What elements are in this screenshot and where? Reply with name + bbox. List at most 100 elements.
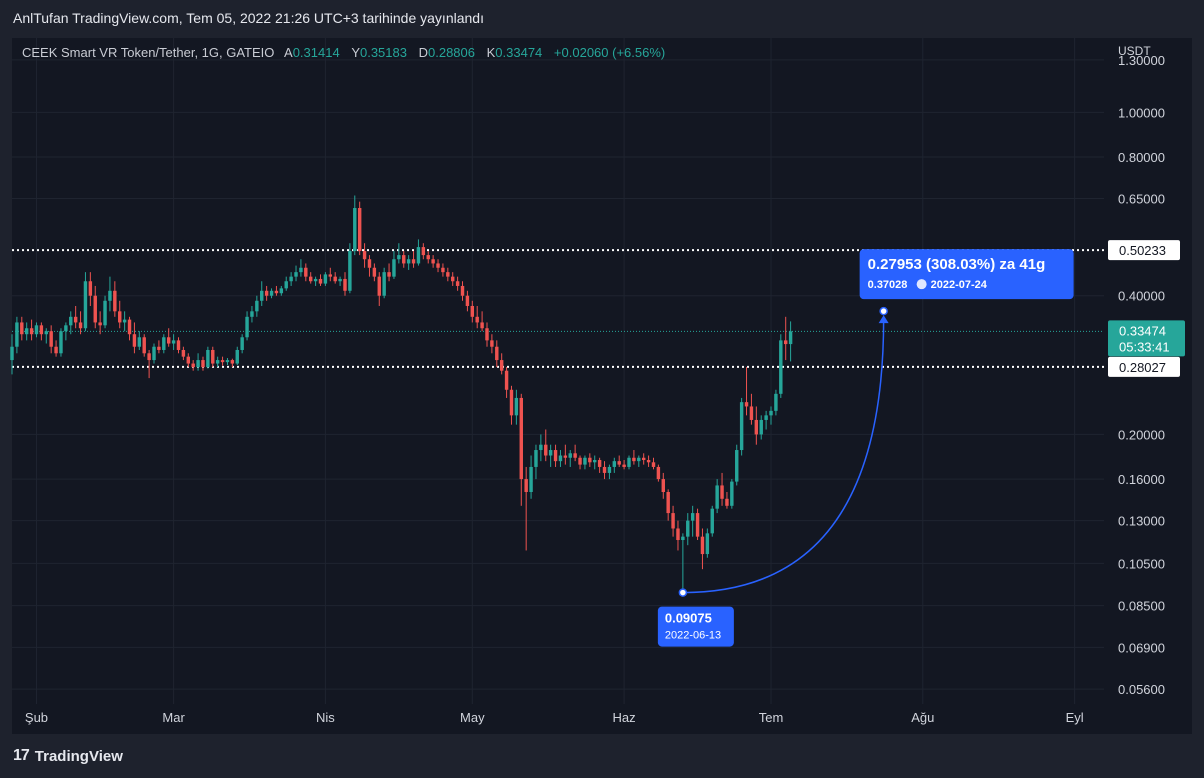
candle-body	[455, 281, 460, 286]
candle-body	[406, 259, 411, 264]
candle-body	[387, 272, 391, 277]
candle-body	[470, 305, 475, 317]
candle-body	[686, 520, 690, 537]
candle-body	[426, 255, 430, 260]
candle-body	[382, 272, 386, 296]
candle-body	[783, 340, 788, 345]
clock-icon	[916, 279, 927, 290]
candle-body	[108, 290, 112, 301]
candle-body	[372, 267, 377, 277]
candle-body	[558, 455, 563, 462]
legend-low-label: D	[418, 45, 428, 60]
tradingview-logo[interactable]: 17 TradingView	[13, 747, 123, 765]
candle-body	[524, 479, 528, 492]
time-tick-label: Ağu	[911, 710, 934, 725]
candle-body	[49, 331, 53, 347]
candle-body	[779, 340, 783, 394]
candle-body	[637, 457, 641, 462]
candle-body	[255, 300, 259, 312]
legend-change: +0.02060 (+6.56%)	[553, 45, 666, 60]
candle-body	[147, 353, 151, 361]
candle-body	[137, 337, 142, 347]
candle-body	[548, 450, 553, 456]
candle-body	[529, 466, 533, 492]
candle-body	[269, 290, 274, 296]
candle-body	[122, 319, 127, 323]
candle-body	[411, 259, 416, 264]
candle-body	[441, 267, 445, 273]
candle-body	[250, 311, 254, 317]
time-tick-label: May	[460, 710, 485, 725]
candle-body	[357, 208, 362, 252]
candle-body	[788, 331, 793, 345]
candle-body	[284, 281, 288, 289]
candle-body	[392, 259, 396, 277]
candle-body	[602, 466, 607, 473]
candle-body	[612, 461, 617, 467]
candle-body	[39, 325, 44, 335]
tradingview-logo-icon: 17	[13, 747, 30, 764]
candle-body	[304, 267, 308, 277]
candle-body	[504, 370, 509, 390]
candle-body	[260, 290, 264, 301]
price-tick-label: 0.06900	[1118, 640, 1165, 655]
legend-low: 0.28806	[428, 45, 475, 60]
price-tick-label: 0.16000	[1118, 472, 1165, 487]
candle-body	[485, 328, 489, 341]
candle-body	[534, 450, 538, 467]
candle-body	[353, 208, 357, 252]
candle-body	[171, 340, 176, 344]
candle-body	[118, 311, 122, 323]
candle-body	[735, 450, 739, 482]
time-tick-label: Haz	[613, 710, 636, 725]
candle-body	[215, 360, 220, 364]
level-price-tag	[1108, 356, 1180, 377]
candle-body	[578, 457, 582, 465]
candle-body	[759, 419, 763, 435]
start-price-label: 0.09075	[665, 611, 712, 626]
candle-body	[509, 389, 514, 416]
candle-body	[690, 513, 695, 521]
candle-body	[495, 346, 499, 361]
candle-body	[573, 453, 577, 458]
price-axis-unit: USDT	[1118, 44, 1151, 58]
candle-body	[299, 267, 303, 273]
candle-body	[279, 288, 284, 294]
candle-body	[127, 319, 132, 335]
candle-body	[490, 340, 494, 347]
target-change-label: 0.27953 (308.03%) za 41g	[868, 256, 1046, 273]
bar-countdown: 05:33:41	[1119, 339, 1170, 354]
candle-body	[451, 276, 455, 282]
candle-body	[544, 444, 548, 456]
candle-body	[465, 295, 470, 306]
candle-body	[499, 360, 504, 371]
candle-body	[460, 285, 465, 296]
candle-body	[480, 322, 484, 329]
candle-body	[563, 455, 568, 458]
candle-body	[20, 322, 24, 335]
candle-body	[397, 255, 401, 260]
chart-frame[interactable]	[12, 38, 1192, 734]
grid-lines	[12, 38, 1104, 704]
candle-body	[377, 276, 381, 296]
legend-symbol: CEEK Smart VR Token/Tether, 1G, GATEIO	[22, 45, 275, 60]
candle-body	[402, 255, 406, 264]
candle-body	[421, 247, 426, 256]
candle-body	[289, 276, 293, 282]
footer: 17 TradingView	[0, 734, 1204, 778]
start-date-label: 2022-06-13	[665, 630, 721, 642]
candle-body	[73, 316, 78, 323]
candle-body	[446, 272, 450, 277]
candle-body	[730, 481, 734, 506]
candle-body	[597, 460, 602, 467]
candle-body	[607, 466, 612, 473]
candle-body	[318, 278, 323, 284]
candle-body	[343, 278, 347, 291]
candle-body	[700, 536, 705, 555]
target-point-marker	[879, 306, 888, 316]
candle-body	[264, 290, 269, 296]
candle-body	[671, 513, 675, 529]
candle-body	[162, 337, 166, 350]
candle-body	[225, 360, 230, 363]
